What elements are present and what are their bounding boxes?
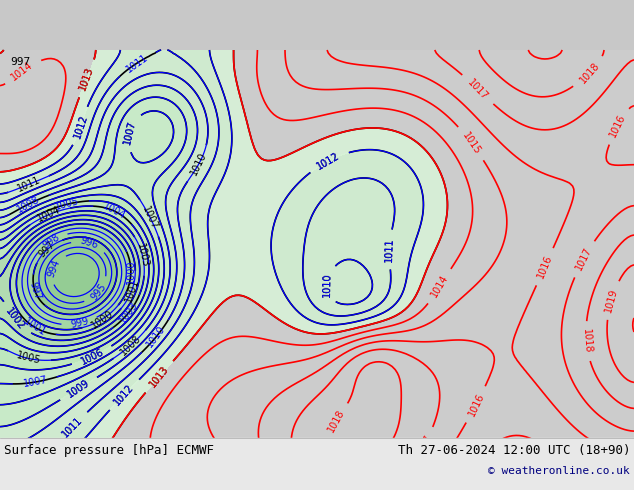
Text: 1016: 1016 [536,253,554,280]
Text: 1009: 1009 [66,378,91,400]
Text: 999: 999 [70,317,89,330]
Text: 997: 997 [27,281,42,301]
Text: 1006: 1006 [79,346,106,367]
Text: 1011: 1011 [60,415,84,439]
Text: 1011: 1011 [384,237,394,262]
Text: 1000: 1000 [89,308,115,330]
Text: 1004: 1004 [36,205,62,224]
Text: 1017: 1017 [413,432,434,459]
Text: 1002: 1002 [4,306,27,332]
Text: 1012: 1012 [72,113,89,139]
Text: 1015: 1015 [538,440,564,463]
Text: 1005: 1005 [54,196,80,212]
Text: 996: 996 [79,236,100,251]
Text: 1011: 1011 [60,415,84,439]
Text: 1014: 1014 [10,60,35,82]
Text: 1007: 1007 [122,119,138,146]
Text: 997: 997 [10,57,30,67]
Text: 1010: 1010 [189,151,209,177]
Text: 1004: 1004 [101,201,128,221]
Text: 1007: 1007 [141,204,160,231]
Text: 1010: 1010 [321,272,332,296]
Text: 995: 995 [89,281,108,302]
Bar [0,438,634,490]
Text: 1011: 1011 [124,52,150,74]
Text: 1019: 1019 [604,287,619,313]
Text: 997: 997 [37,239,57,260]
Text: 1012: 1012 [72,113,89,139]
Text: 1002: 1002 [4,306,27,332]
Text: 1012: 1012 [315,150,342,172]
Text: 1011: 1011 [384,237,394,262]
Text: Surface pressure [hPa] ECMWF: Surface pressure [hPa] ECMWF [4,444,214,457]
Text: 1001: 1001 [22,317,48,338]
Text: 1013: 1013 [148,364,171,390]
Text: 1003: 1003 [135,243,150,269]
Text: 994: 994 [46,258,62,279]
Text: 1008: 1008 [119,333,143,357]
Text: 1009: 1009 [66,378,91,400]
Text: 1012: 1012 [315,150,342,172]
Text: 1007: 1007 [22,375,48,389]
Text: 1018: 1018 [581,329,592,354]
Text: 1015: 1015 [460,130,482,156]
Text: 1013: 1013 [78,65,96,92]
Text: Th 27-06-2024 12:00 UTC (18+90): Th 27-06-2024 12:00 UTC (18+90) [398,444,630,457]
Text: 1014: 1014 [429,273,450,299]
Text: 1016: 1016 [466,392,486,418]
Text: 1018: 1018 [325,407,346,434]
Text: 1000: 1000 [126,259,136,284]
Text: 1017: 1017 [574,245,593,272]
Text: 1010: 1010 [321,272,332,296]
Text: 1016: 1016 [608,113,628,139]
Text: 1007: 1007 [122,119,138,146]
Text: 1006: 1006 [79,346,106,367]
Text: 998: 998 [41,232,61,250]
Text: 1010: 1010 [145,324,167,350]
Text: 1012: 1012 [112,382,136,407]
Text: 1011: 1011 [15,175,42,194]
Text: 1001: 1001 [123,277,140,304]
Text: 1018: 1018 [578,60,601,85]
Text: 1017: 1017 [466,77,490,102]
Text: 1003: 1003 [117,300,140,325]
Text: 1008: 1008 [15,194,42,214]
Text: 1013: 1013 [78,65,96,92]
Text: 1005: 1005 [15,351,42,367]
Text: © weatheronline.co.uk: © weatheronline.co.uk [488,466,630,476]
Text: 1013: 1013 [148,364,171,390]
Text: 1012: 1012 [112,382,136,407]
